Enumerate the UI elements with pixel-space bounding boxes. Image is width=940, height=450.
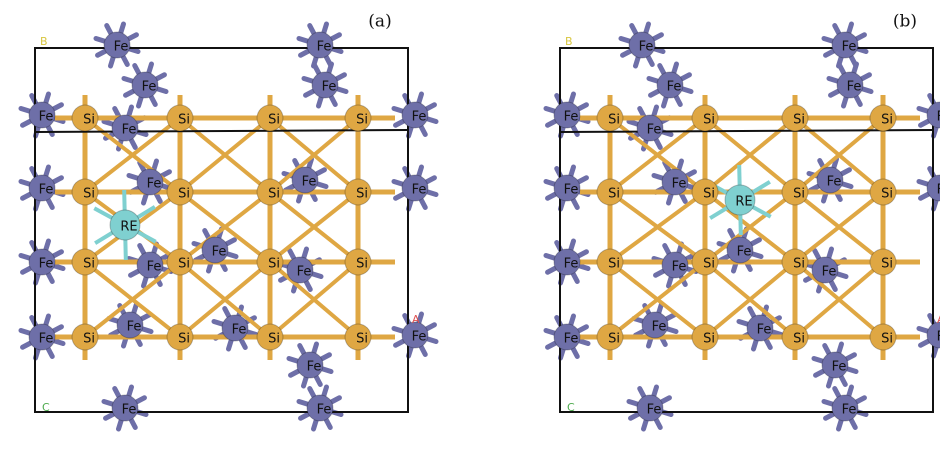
atom-label: Fe <box>564 110 579 125</box>
atom-label: Fe <box>122 403 137 418</box>
atom-label: Fe <box>142 80 157 95</box>
atom-label: Fe <box>639 40 654 55</box>
atom-label: Fe <box>412 330 427 345</box>
atom-label: Fe <box>232 323 247 338</box>
atom-label: Fe <box>832 360 847 375</box>
atom-label: Si <box>608 113 620 128</box>
atom-label: Si <box>703 187 715 202</box>
figure: Fe Fe Fe Fe Fe Fe Fe Fe Fe Fe Fe Fe Fe Fe Fe Fe Fe Fe Fe Fe… <box>0 0 940 450</box>
atom-label: Fe <box>827 175 842 190</box>
atom-label: Si <box>268 187 280 202</box>
axis-letter: B <box>40 35 48 48</box>
atom-label: Fe <box>39 257 54 272</box>
panel-tag: (b) <box>893 12 917 32</box>
atom-label: Si <box>703 113 715 128</box>
atom-label: Fe <box>412 183 427 198</box>
atom-label: Fe <box>647 123 662 138</box>
atom-label: Fe <box>122 123 137 138</box>
atom-label: Fe <box>757 323 772 338</box>
atom-label: Si <box>178 187 190 202</box>
atom-label: Si <box>608 187 620 202</box>
atom-label: Fe <box>302 175 317 190</box>
atom-label: Fe <box>412 110 427 125</box>
atom-label: Fe <box>842 40 857 55</box>
axis-letter: C <box>42 401 50 414</box>
atom-label: Si <box>178 113 190 128</box>
atom-label: Si <box>793 113 805 128</box>
atom-label: Si <box>793 257 805 272</box>
atom-label: Si <box>268 257 280 272</box>
atom-label: Fe <box>39 183 54 198</box>
atom-label: Fe <box>39 332 54 347</box>
atom-label: Fe <box>317 40 332 55</box>
atom-label: Fe <box>297 265 312 280</box>
atom-label: Fe <box>737 245 752 260</box>
atom-label: Si <box>83 187 95 202</box>
atom-label: Si <box>881 257 893 272</box>
atom-label: Fe <box>564 332 579 347</box>
atom-label: Fe <box>307 360 322 375</box>
axis-letter: C <box>567 401 575 414</box>
atom-label: Si <box>356 187 368 202</box>
atom-label: Si <box>608 332 620 347</box>
atom-label: Fe <box>672 260 687 275</box>
atom-label: Fe <box>937 110 940 125</box>
atom-label: Fe <box>147 260 162 275</box>
atom-label: Fe <box>322 80 337 95</box>
atom-label: Fe <box>937 183 940 198</box>
atom-label: Si <box>881 332 893 347</box>
atom-label: RE <box>735 195 752 210</box>
atom-label: Fe <box>317 403 332 418</box>
atom-label: Si <box>793 332 805 347</box>
atom-label: Fe <box>842 403 857 418</box>
atom-label: Fe <box>564 257 579 272</box>
atom-label: Si <box>356 257 368 272</box>
axis-letter: B <box>565 35 573 48</box>
atom-label: Si <box>83 113 95 128</box>
atom-label: Fe <box>114 40 129 55</box>
atom-label: Fe <box>147 177 162 192</box>
atom-label: Si <box>356 332 368 347</box>
atom-label: Si <box>703 257 715 272</box>
atom-label: Fe <box>822 265 837 280</box>
atom-label: Si <box>608 257 620 272</box>
structure-panel: Fe Fe Fe Fe Fe Fe Fe Fe Fe Fe Fe Fe Fe Fe Fe Fe Fe Fe Fe Fe… <box>21 12 436 430</box>
atom-label: Fe <box>672 177 687 192</box>
atom-label: Si <box>793 187 805 202</box>
atom-label: Fe <box>652 320 667 335</box>
atom-label: Fe <box>667 80 682 95</box>
atom-label: Si <box>83 332 95 347</box>
atom-label: Fe <box>847 80 862 95</box>
atom-label: Fe <box>39 110 54 125</box>
panel-tag: (a) <box>368 12 391 32</box>
atom-label: RE <box>120 220 137 235</box>
cell-edge <box>560 130 933 132</box>
atom-label: Fe <box>127 320 142 335</box>
cell-edge <box>35 130 408 132</box>
atom-label: Si <box>881 113 893 128</box>
atom-label: Si <box>178 332 190 347</box>
atom-label: Fe <box>564 183 579 198</box>
atom-label: Si <box>881 187 893 202</box>
atom-label: Si <box>268 332 280 347</box>
atom-label: Si <box>356 113 368 128</box>
atom-label: Si <box>178 257 190 272</box>
atom-label: Si <box>703 332 715 347</box>
atom-label: Si <box>268 113 280 128</box>
axis-letter: A <box>412 313 420 326</box>
structure-panel: Fe Fe Fe Fe Fe Fe Fe Fe Fe Fe Fe Fe Fe Fe Fe Fe Fe Fe Fe Fe… <box>546 12 940 430</box>
atom-label: Fe <box>212 245 227 260</box>
atom-label: Fe <box>647 403 662 418</box>
atom-label: Fe <box>937 330 940 345</box>
atom-label: Si <box>83 257 95 272</box>
